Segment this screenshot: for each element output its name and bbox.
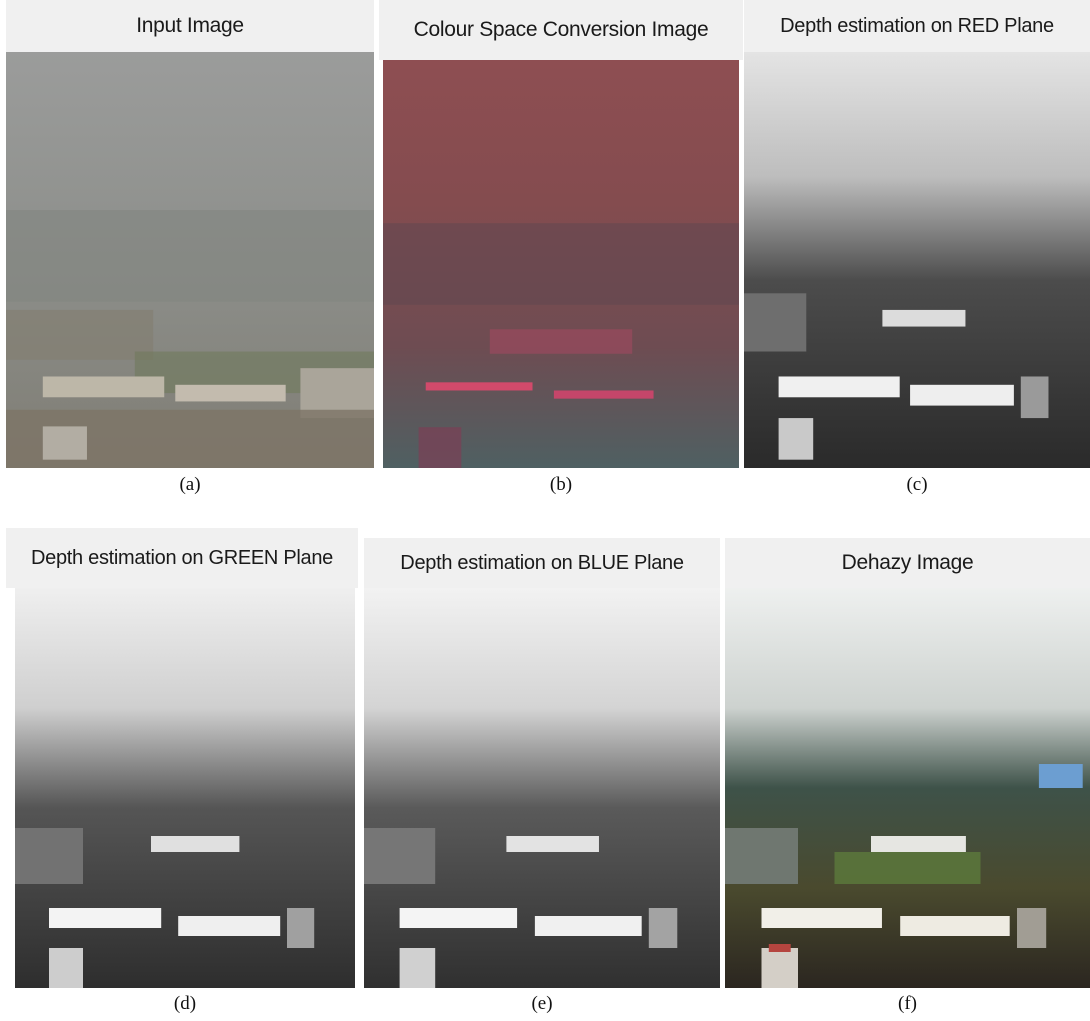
panel-a-image [6,52,374,468]
panel-b-title: Colour Space Conversion Image [379,0,743,60]
panel-b-caption: (b) [549,474,573,495]
panel-b-image [383,60,739,468]
panel-c-image [744,52,1090,468]
panel-a-title: Input Image [6,0,374,52]
panel-d-title: Depth estimation on GREEN Plane [6,528,358,588]
panel-e-title: Depth estimation on BLUE Plane [364,538,720,588]
panel-f-title: Dehazy Image [725,538,1090,588]
panel-c-title: Depth estimation on RED Plane [744,0,1090,52]
panel-d-image [15,588,355,988]
panel-a-caption: (a) [179,474,201,495]
panel-f-image [725,588,1090,988]
panel-c-caption: (c) [906,474,928,495]
panel-d-caption: (d) [173,993,197,1014]
panel-e-caption: (e) [531,993,553,1014]
panel-e-image [364,588,720,988]
panel-f-caption: (f) [898,993,917,1014]
